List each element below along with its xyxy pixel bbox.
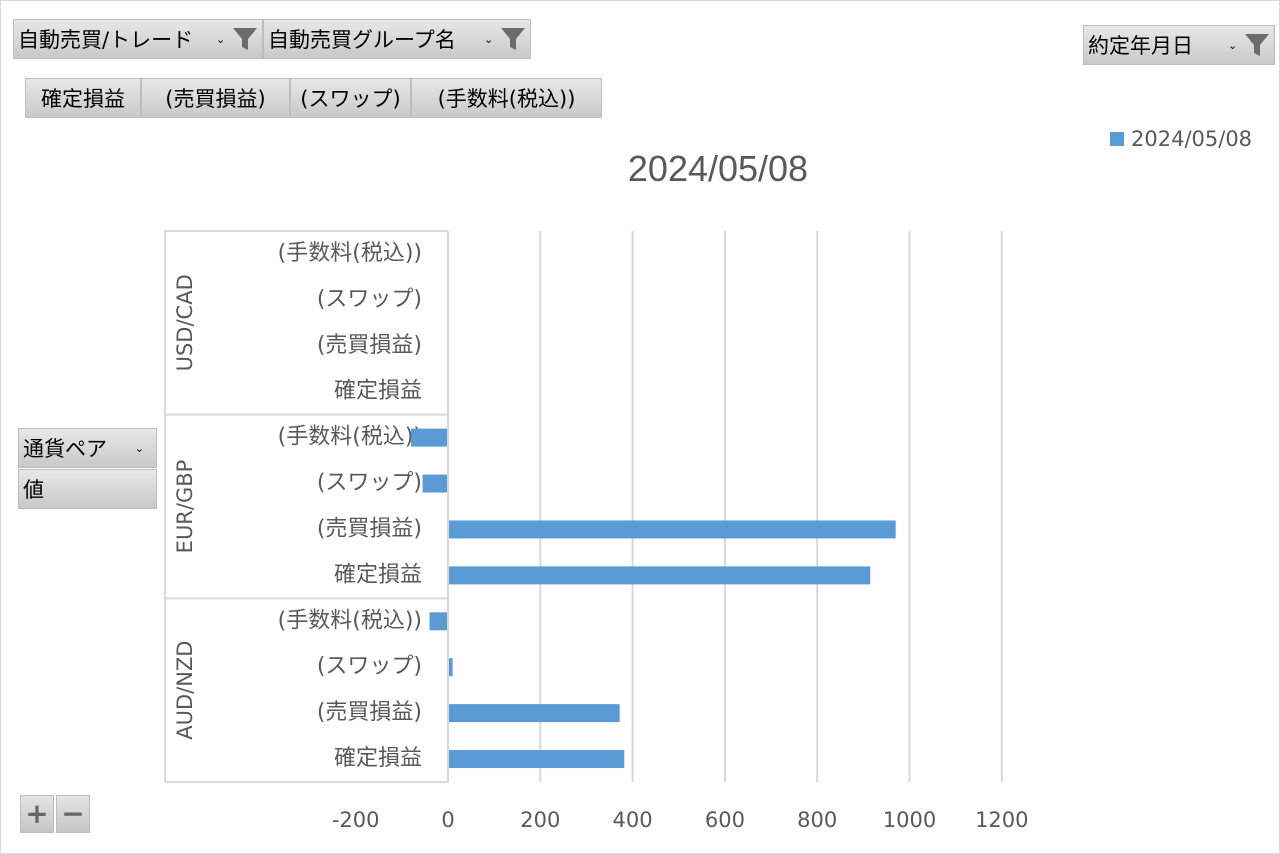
group-filter-label: 自動売買グループ名 (268, 28, 456, 52)
category-label: (売買損益) (317, 700, 422, 725)
x-tick-label: 0 (441, 808, 454, 832)
category-label: (スワップ) (317, 287, 422, 312)
category-label: (スワップ) (317, 471, 422, 496)
data-bar (448, 566, 871, 585)
category-label: (手数料(税込)) (278, 608, 422, 633)
value-field-button-trade-pl[interactable]: (売買損益) (141, 78, 290, 118)
category-label: (売買損益) (317, 333, 422, 358)
data-bar (429, 612, 448, 631)
group-filter-button[interactable]: 自動売買グループ名 ⌄ (263, 19, 531, 59)
value-field-button-fee[interactable]: (手数料(税込)) (411, 78, 602, 118)
category-label: 確定損益 (334, 379, 422, 404)
chart-legend: 2024/05/08 (1110, 127, 1252, 151)
value-field-button-swap[interactable]: (スワップ) (290, 78, 411, 118)
category-label: (スワップ) (317, 654, 422, 679)
data-bar (448, 520, 896, 539)
category-label: 確定損益 (334, 562, 422, 587)
x-tick-label: 800 (797, 808, 837, 832)
category-label: (売買損益) (317, 516, 422, 541)
collapse-button[interactable]: − (56, 795, 90, 833)
date-filter-label: 約定年月日 (1088, 34, 1193, 58)
data-bar (422, 474, 448, 493)
dropdown-caret-icon: ⌄ (1228, 38, 1238, 52)
row-field-button[interactable]: 通貨ペア ⌄ (18, 428, 157, 468)
group-label: USD/CAD (173, 274, 197, 371)
x-tick-label: 1000 (883, 808, 936, 832)
category-label: (手数料(税込)) (278, 241, 422, 266)
filter-icon[interactable] (230, 24, 260, 54)
data-bar (448, 704, 620, 723)
data-bar (448, 658, 453, 677)
filter-icon[interactable] (1242, 30, 1272, 60)
dropdown-caret-icon: ⌄ (134, 441, 144, 455)
values-field-button[interactable]: 値 (18, 469, 157, 509)
x-tick-label: 600 (705, 808, 745, 832)
group-label: AUD/NZD (173, 641, 197, 740)
data-bar (411, 428, 448, 447)
x-tick-label: 400 (613, 808, 653, 832)
data-bar (448, 750, 625, 769)
x-tick-label: 200 (520, 808, 560, 832)
filter-icon[interactable] (498, 24, 528, 54)
row-field-label: 通貨ペア (23, 437, 107, 461)
date-filter-button[interactable]: 約定年月日 ⌄ (1083, 25, 1275, 65)
x-tick-label: 1200 (975, 808, 1028, 832)
legend-swatch (1110, 132, 1124, 146)
legend-label: 2024/05/08 (1131, 127, 1253, 151)
value-field-button-realized[interactable]: 確定損益 (25, 78, 141, 118)
expand-button[interactable]: + (20, 795, 54, 833)
dropdown-caret-icon: ⌄ (216, 32, 226, 46)
group-label: EUR/GBP (173, 460, 197, 554)
dropdown-caret-icon: ⌄ (484, 32, 494, 46)
category-label: (手数料(税込)) (278, 425, 422, 450)
x-tick-label: -200 (332, 808, 380, 832)
chart-title: 2024/05/08 (627, 148, 809, 189)
values-field-label: 値 (23, 478, 44, 502)
category-label: 確定損益 (334, 746, 422, 771)
trade-filter-button[interactable]: 自動売買/トレード ⌄ (13, 19, 263, 59)
trade-filter-label: 自動売買/トレード (18, 28, 194, 52)
